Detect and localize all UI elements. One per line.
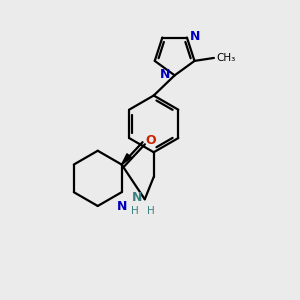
Text: N: N [117, 200, 128, 213]
Text: N: N [131, 191, 142, 204]
Text: CH₃: CH₃ [216, 53, 236, 63]
Text: H: H [147, 206, 155, 216]
Polygon shape [122, 154, 131, 165]
Text: H: H [131, 206, 139, 216]
Text: N: N [160, 68, 170, 81]
Text: O: O [146, 134, 156, 147]
Text: N: N [190, 30, 200, 43]
